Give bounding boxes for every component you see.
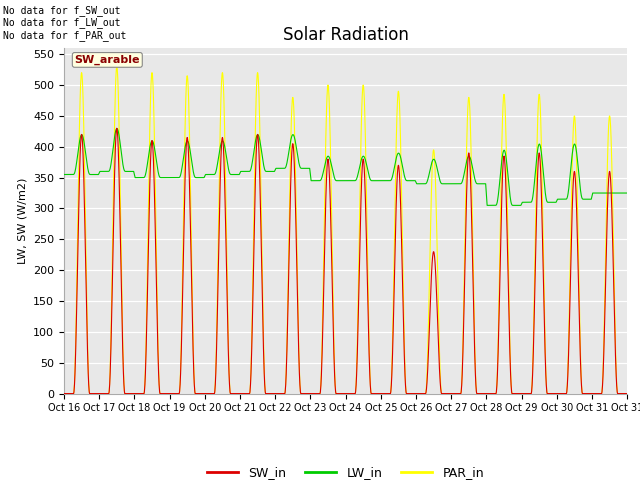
Legend: SW_in, LW_in, PAR_in: SW_in, LW_in, PAR_in: [202, 461, 489, 480]
Text: SW_arable: SW_arable: [74, 55, 140, 65]
Title: Solar Radiation: Solar Radiation: [283, 25, 408, 44]
Text: No data for f_SW_out
No data for f_LW_out
No data for f_PAR_out: No data for f_SW_out No data for f_LW_ou…: [3, 5, 127, 41]
Y-axis label: LW, SW (W/m2): LW, SW (W/m2): [17, 178, 28, 264]
